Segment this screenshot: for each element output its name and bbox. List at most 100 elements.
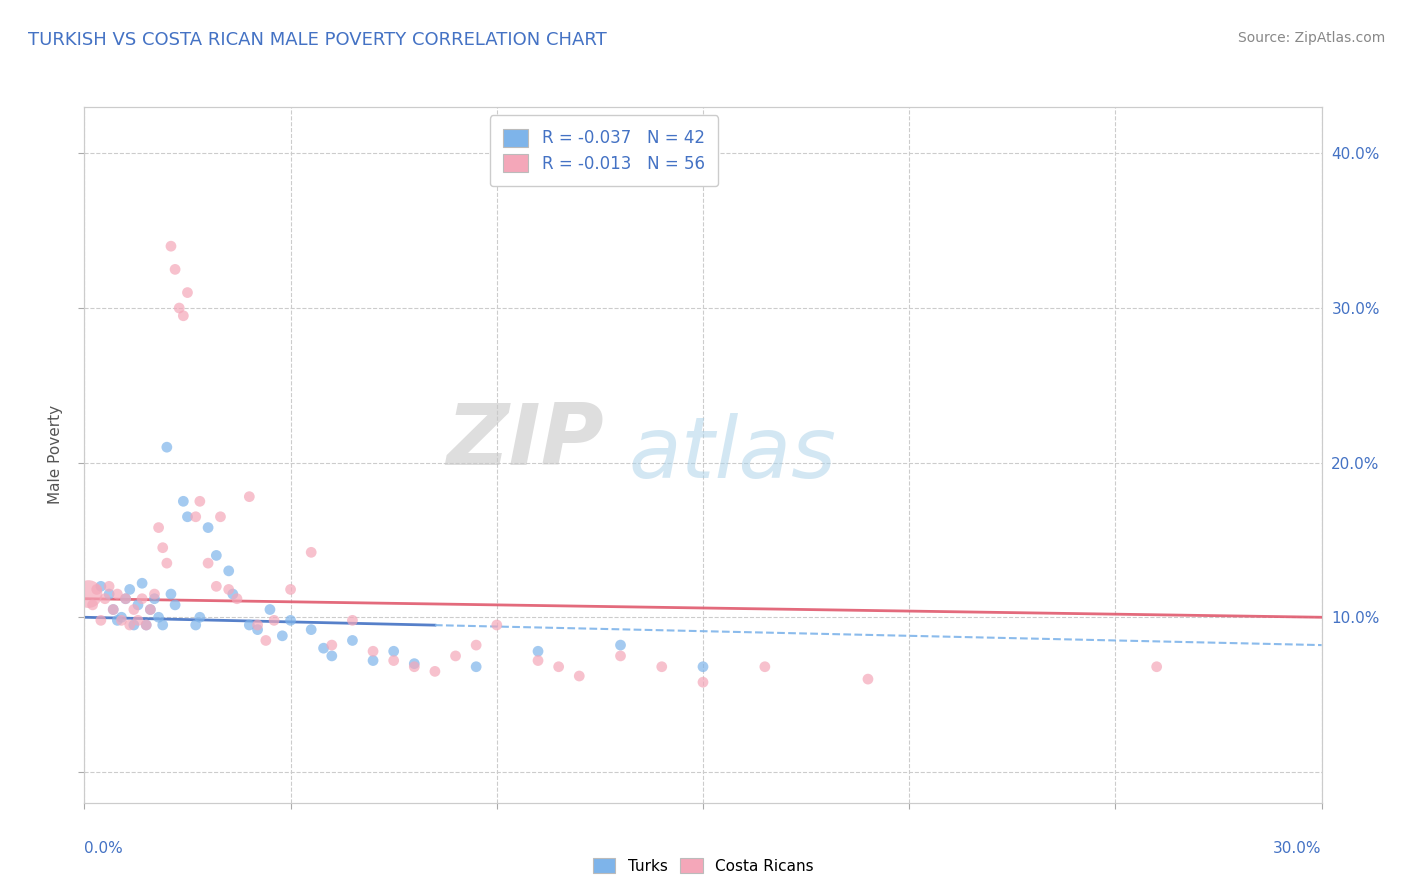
Point [222,587,245,601]
Point [148,610,170,624]
Point [110,613,132,627]
Point [754,659,776,673]
Text: Source: ZipAtlas.com: Source: ZipAtlas.com [1237,31,1385,45]
Point [176,285,198,300]
Point [90,579,112,593]
Point [82,598,104,612]
Point [651,659,673,673]
Point [246,618,269,632]
Point [254,633,277,648]
Point [299,623,322,637]
Point [382,644,405,658]
Point [156,440,179,454]
Point [118,618,141,632]
Point [197,520,219,534]
Point [143,587,166,601]
Point [423,665,446,679]
Point [238,490,260,504]
Point [122,602,145,616]
Point [165,262,187,277]
Legend: Turks, Costa Ricans: Turks, Costa Ricans [586,852,820,880]
Point [238,618,260,632]
Point [90,613,112,627]
Point [218,582,240,597]
Point [110,610,132,624]
Y-axis label: Male Poverty: Male Poverty [48,405,63,505]
Point [271,629,294,643]
Point [135,618,157,632]
Point [86,582,108,597]
Point [342,613,364,627]
Point [1146,659,1168,673]
Point [77,587,100,601]
Point [118,582,141,597]
Point [94,591,117,606]
Point [361,644,384,658]
Point [167,301,190,315]
Point [176,509,198,524]
Point [280,582,302,597]
Point [527,654,550,668]
Point [165,598,187,612]
Point [609,638,631,652]
Text: atlas: atlas [628,413,837,497]
Point [246,623,269,637]
Point [692,659,714,673]
Point [131,576,153,591]
Point [148,520,170,534]
Point [527,644,550,658]
Point [188,610,211,624]
Point [98,587,121,601]
Point [361,654,384,668]
Point [188,494,211,508]
Point [135,618,157,632]
Text: 0.0%: 0.0% [84,841,124,856]
Point [143,591,166,606]
Point [172,309,194,323]
Point [321,638,343,652]
Point [156,556,179,570]
Point [103,602,125,616]
Point [321,648,343,663]
Point [197,556,219,570]
Point [172,494,194,508]
Point [160,239,183,253]
Point [382,654,405,668]
Text: ZIP: ZIP [446,400,605,483]
Point [127,613,149,627]
Point [114,591,136,606]
Legend: R = -0.037   N = 42, R = -0.013   N = 56: R = -0.037 N = 42, R = -0.013 N = 56 [491,115,718,186]
Point [465,638,488,652]
Point [444,648,467,663]
Point [205,579,228,593]
Text: 30.0%: 30.0% [1274,841,1322,856]
Point [184,618,207,632]
Point [218,564,240,578]
Point [105,587,128,601]
Point [184,509,207,524]
Point [160,587,183,601]
Point [259,602,281,616]
Point [312,641,335,656]
Point [114,591,136,606]
Point [139,602,162,616]
Point [856,672,879,686]
Point [568,669,591,683]
Point [404,659,426,673]
Point [205,549,228,563]
Point [547,659,569,673]
Point [404,657,426,671]
Point [280,613,302,627]
Point [105,613,128,627]
Point [342,633,364,648]
Point [98,579,121,593]
Point [465,659,488,673]
Point [209,509,232,524]
Point [131,591,153,606]
Point [692,675,714,690]
Point [609,648,631,663]
Point [127,598,149,612]
Point [485,618,508,632]
Point [263,613,285,627]
Point [122,618,145,632]
